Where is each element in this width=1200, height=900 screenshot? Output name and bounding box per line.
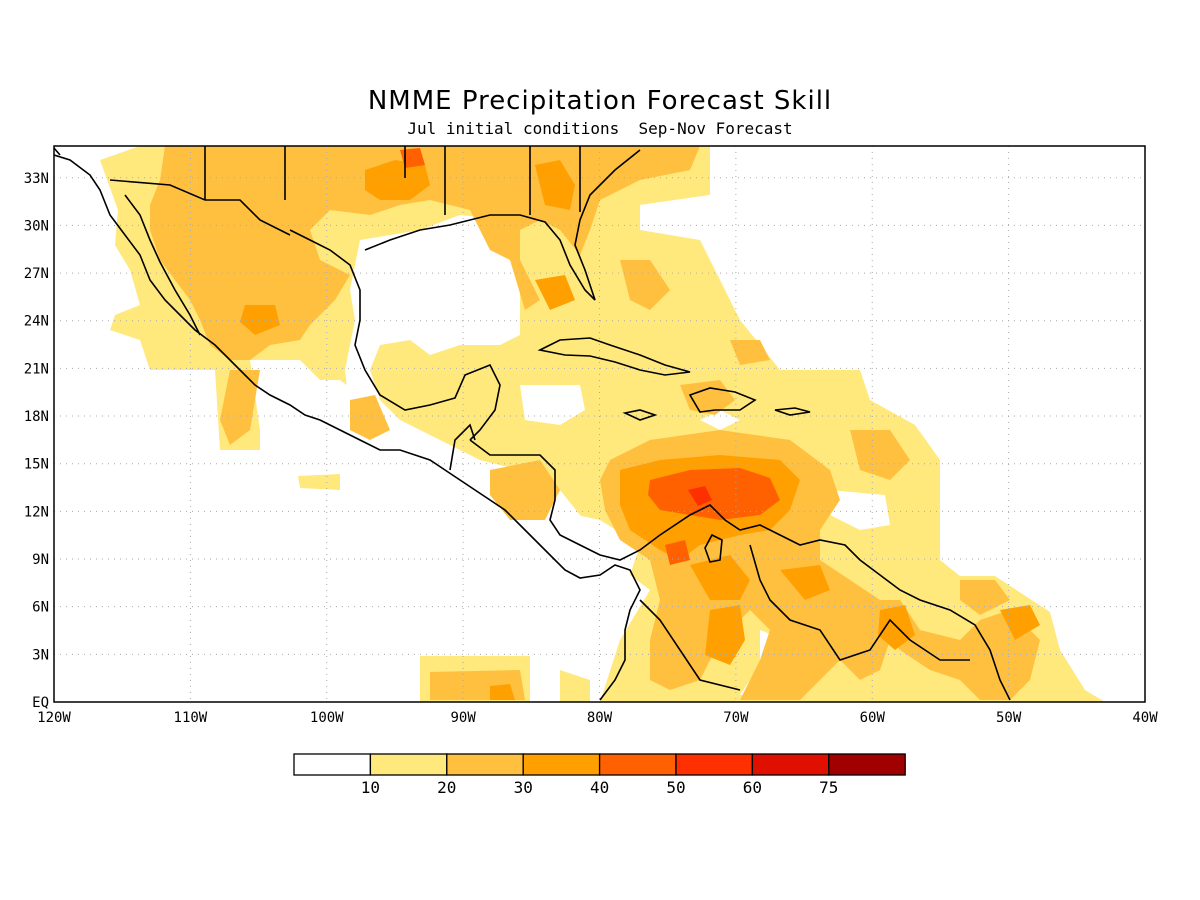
colorbar-label: 50	[666, 778, 685, 797]
map-title: NMME Precipitation Forecast Skill	[367, 86, 833, 116]
lat-tick-label: 30N	[24, 218, 49, 234]
lat-tick-label: 27N	[24, 266, 49, 282]
lon-tick-label: 40W	[1132, 710, 1158, 726]
lat-tick-label: 24N	[24, 314, 49, 330]
lat-tick-label: 6N	[32, 600, 49, 616]
map-subtitle: Jul initial conditions Sep-Nov Forecast	[407, 119, 793, 138]
colorbar-swatch	[751, 753, 830, 776]
colorbar-label: 60	[743, 778, 762, 797]
colorbar-label: 75	[819, 778, 838, 797]
latitude-tick-labels: EQ 3N 6N 9N 12N 15N 18N 21N 24N 27N 30N 33N	[24, 171, 49, 711]
colorbar-label: 20	[437, 778, 456, 797]
colorbar-label: 10	[361, 778, 380, 797]
colorbar-label: 40	[590, 778, 609, 797]
lat-tick-label: 12N	[24, 504, 49, 520]
lon-tick-label: 90W	[450, 710, 476, 726]
coastlines	[54, 146, 1011, 701]
lat-tick-label: EQ	[32, 695, 49, 711]
colorbar-swatch	[369, 753, 448, 776]
lat-tick-label: 18N	[24, 409, 49, 425]
colorbar-swatch	[828, 753, 906, 776]
lat-tick-label: 21N	[24, 361, 49, 377]
lon-tick-label: 120W	[37, 710, 71, 726]
longitude-tick-labels: 120W 110W 100W 90W 80W 70W 60W 50W 40W	[37, 710, 1158, 726]
lat-tick-label: 33N	[24, 171, 49, 187]
lat-tick-label: 3N	[32, 647, 49, 663]
skill-band-50-60	[688, 486, 712, 506]
map-frame	[53, 145, 1146, 703]
skill-field	[100, 146, 1105, 702]
colorbar-swatch	[522, 753, 601, 776]
lon-tick-label: 50W	[996, 710, 1022, 726]
colorbar-swatch	[675, 753, 754, 776]
lat-tick-label: 15N	[24, 457, 49, 473]
colorbar-swatch	[598, 753, 677, 776]
lat-tick-label: 9N	[32, 552, 49, 568]
skill-band-40-50	[400, 148, 780, 565]
colorbar-swatch	[446, 753, 524, 776]
colorbar-swatch	[293, 753, 372, 776]
lon-tick-label: 110W	[174, 710, 208, 726]
lon-tick-label: 80W	[587, 710, 613, 726]
lon-tick-label: 100W	[310, 710, 344, 726]
lon-tick-label: 70W	[723, 710, 749, 726]
colorbar: 10 20 30 40 50 60 75	[293, 753, 906, 797]
lon-tick-label: 60W	[860, 710, 886, 726]
colorbar-label: 30	[514, 778, 533, 797]
